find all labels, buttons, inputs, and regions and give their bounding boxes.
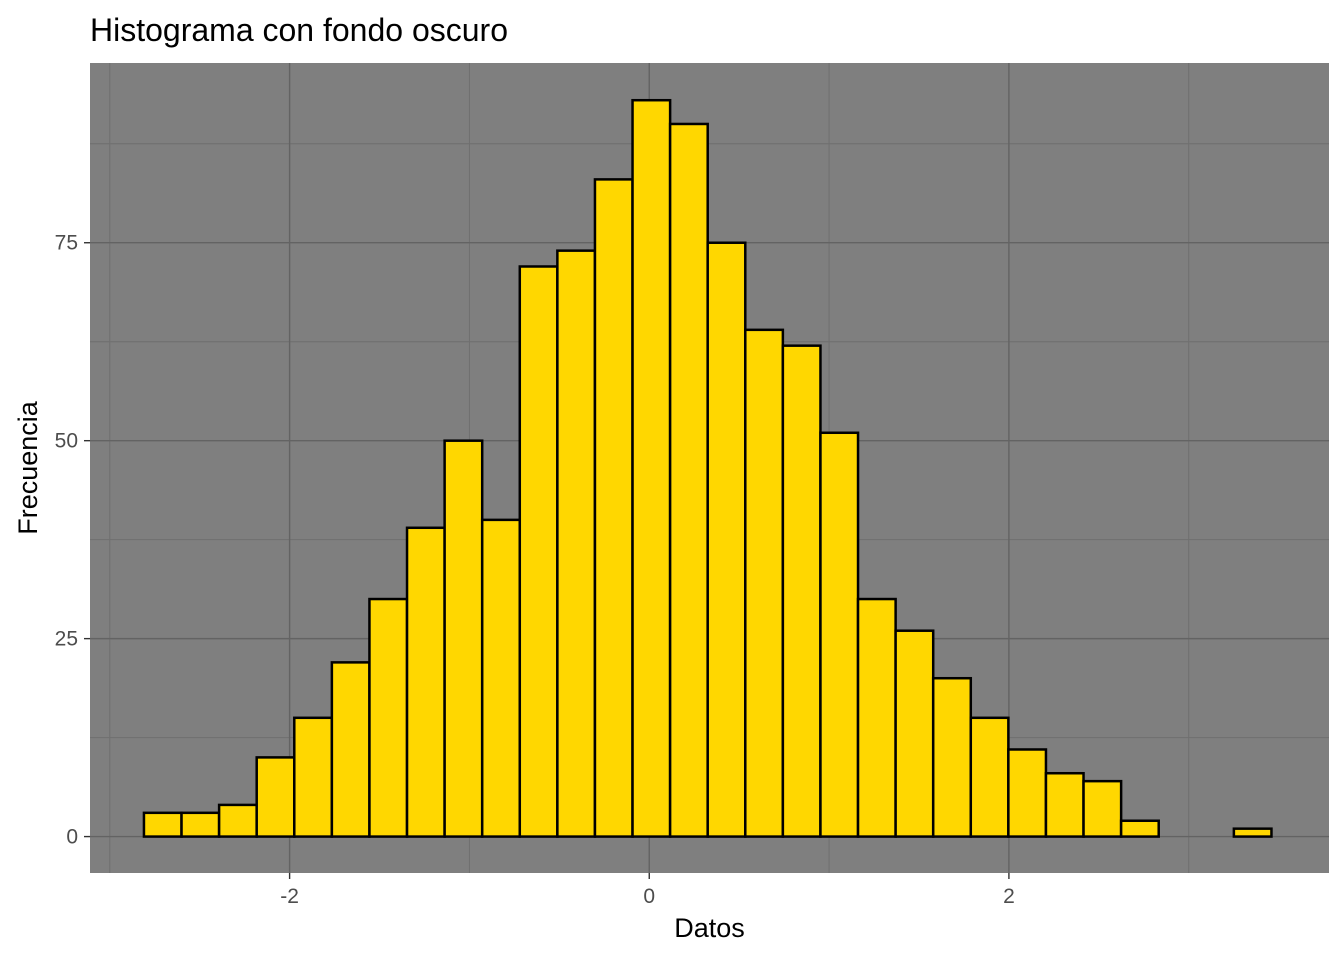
- histogram-bar: [1119, 819, 1160, 838]
- chart-title: Histograma con fondo oscuro: [90, 12, 508, 48]
- histogram-bar: [330, 661, 371, 838]
- histogram-bar: [969, 716, 1010, 838]
- histogram-bar: [894, 629, 935, 838]
- y-tick-label: 25: [55, 628, 78, 651]
- x-axis-ticks: -2 0 2: [280, 873, 1015, 908]
- x-tick-label: 2: [1003, 885, 1015, 908]
- histogram-bar: [593, 178, 634, 838]
- histogram-bar: [480, 518, 522, 838]
- histogram-bar: [631, 98, 672, 838]
- histogram-bar: [744, 328, 785, 838]
- y-axis-title: Frecuencia: [13, 400, 43, 535]
- histogram-bar: [293, 716, 334, 838]
- histogram-bar: [856, 597, 897, 838]
- histogram-bar: [405, 526, 446, 838]
- x-axis-title: Datos: [674, 913, 745, 943]
- histogram-bar: [668, 122, 709, 838]
- histogram-bar: [1044, 771, 1085, 838]
- y-tick-label: 75: [55, 232, 78, 255]
- histogram-bar: [931, 676, 973, 838]
- histogram-bar: [1232, 827, 1273, 838]
- x-tick-label: 0: [643, 885, 655, 908]
- bars: [142, 98, 1273, 838]
- histogram-bar: [368, 597, 409, 838]
- histogram-bar: [443, 439, 484, 838]
- histogram-bar: [819, 431, 860, 838]
- histogram-bar: [781, 344, 822, 838]
- histogram-bar: [217, 803, 258, 838]
- histogram-bar: [142, 811, 183, 838]
- histogram-bar: [1007, 748, 1048, 838]
- y-tick-label: 0: [66, 826, 78, 849]
- histogram-bar: [1082, 779, 1123, 838]
- y-tick-label: 50: [55, 430, 78, 453]
- histogram-bar: [706, 241, 747, 838]
- histogram-bar: [255, 756, 296, 838]
- y-axis-ticks: 0 25 50 75: [55, 232, 90, 849]
- histogram-bar: [556, 249, 597, 838]
- x-tick-label: -2: [280, 885, 299, 908]
- histogram-bar: [180, 811, 221, 838]
- histogram-bar: [518, 265, 559, 838]
